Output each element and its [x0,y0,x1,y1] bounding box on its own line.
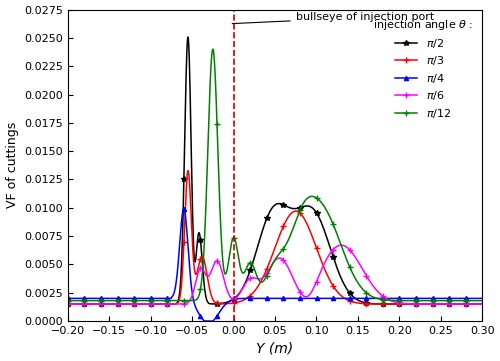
Text: bullseye of injection port: bullseye of injection port [232,13,434,23]
$π/6$ [65,302,71,306]
$π/12$ [242,269,248,274]
$π/6$ [338,243,344,247]
Line: $π/3$: $π/3$ [65,168,485,307]
$π/3$ [185,169,191,173]
Line: $π/6$: $π/6$ [65,242,485,307]
$π/2$ [136,302,142,306]
Legend: $π/2$, $π/3$, $π/4$, $π/6$, $π/12$: $π/2$, $π/3$, $π/4$, $π/6$, $π/12$ [370,15,476,123]
$π/2$ [479,302,485,306]
$π/2$ [224,300,230,304]
$π/2$ [242,282,248,286]
X-axis label: Y (m): Y (m) [256,342,294,356]
$π/2$ [471,302,477,306]
$π/12$ [65,299,71,303]
$π/4$ [224,301,230,305]
$π/12$ [210,47,216,51]
$π/4$ [136,296,142,301]
$π/2$ [426,302,432,306]
$π/12$ [479,299,485,303]
$π/6$ [479,302,485,306]
$π/4$ [426,296,432,301]
$π/12$ [426,299,432,303]
Line: $π/4$: $π/4$ [66,207,484,323]
$π/4$ [202,319,207,323]
$π/4$ [242,296,248,301]
$π/6$ [136,302,142,306]
$π/12$ [471,299,477,303]
$π/12$ [112,299,118,303]
$π/6$ [112,302,118,306]
Line: $π/12$: $π/12$ [65,47,485,303]
$π/6$ [426,302,432,306]
$π/12$ [136,299,142,303]
$π/2$ [112,302,118,306]
$π/3$ [224,301,230,306]
Line: $π/2$: $π/2$ [65,34,485,307]
$π/4$ [180,207,186,211]
$π/6$ [224,287,230,291]
$π/4$ [479,296,485,301]
$π/4$ [112,296,118,301]
$π/3$ [65,302,71,306]
$π/2$ [185,35,191,39]
$π/2$ [65,302,71,306]
$π/3$ [426,302,432,306]
Y-axis label: VF of cuttings: VF of cuttings [6,122,18,208]
$π/4$ [472,296,478,301]
$π/4$ [65,296,71,301]
$π/6$ [471,302,477,306]
$π/3$ [136,302,142,306]
$π/3$ [479,302,485,306]
$π/3$ [242,297,248,302]
$π/6$ [242,283,248,287]
$π/3$ [471,302,477,306]
$π/12$ [224,269,230,273]
$π/3$ [112,302,118,306]
